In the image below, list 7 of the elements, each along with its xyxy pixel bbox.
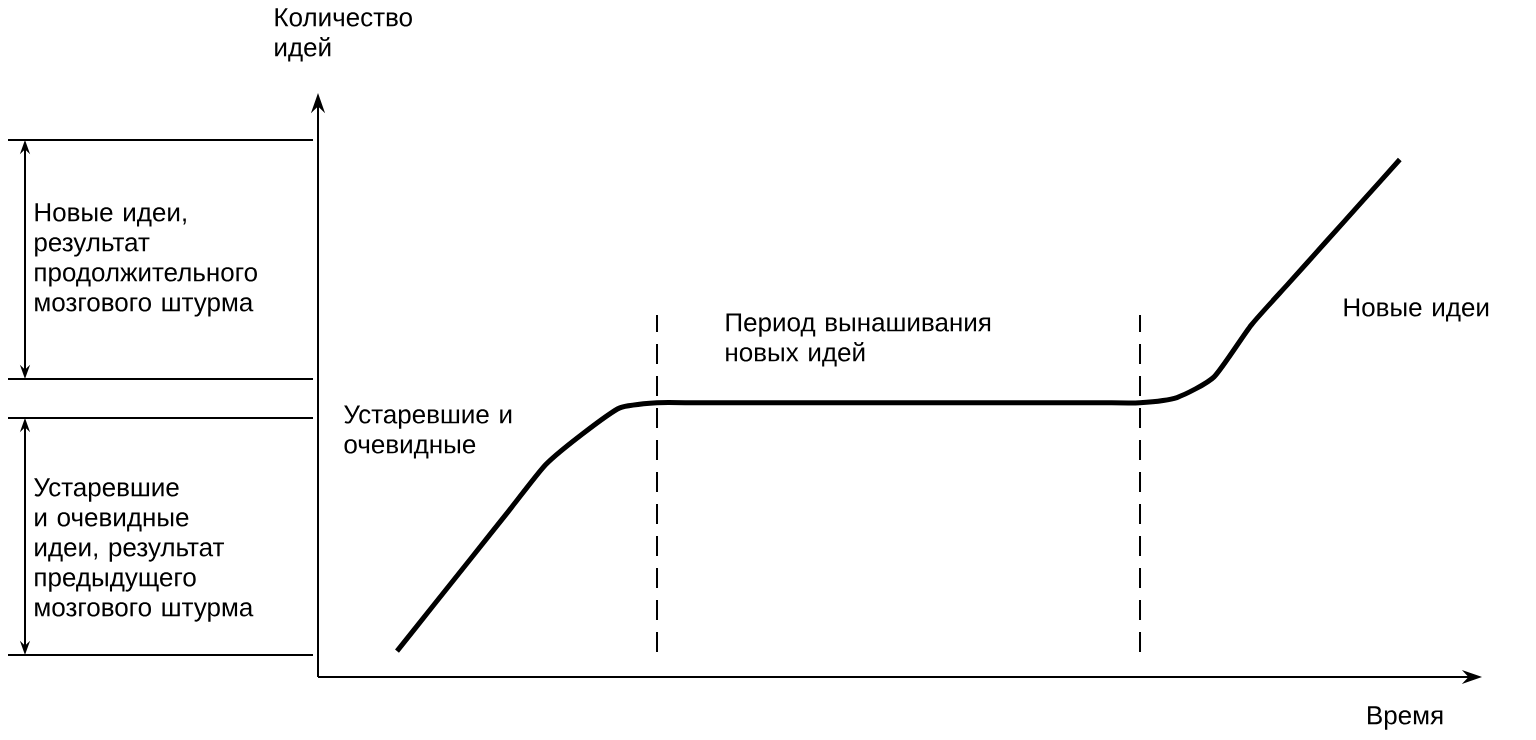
- y-axis-title: Количество идей: [275, 8, 412, 62]
- annotation: Устаревшие и очевидные: [344, 405, 512, 459]
- text: Новые идеи, результат продолжительного мозгового штурма: [35, 203, 257, 317]
- annotation: Период вынашивания новых идей: [726, 313, 991, 367]
- text: Устаревшие и очевидные идеи, результат предыдущего мозгового штурма: [34, 478, 254, 622]
- annotation: Новые идеи: [1344, 298, 1489, 322]
- x-axis-title: Время: [1368, 706, 1443, 730]
